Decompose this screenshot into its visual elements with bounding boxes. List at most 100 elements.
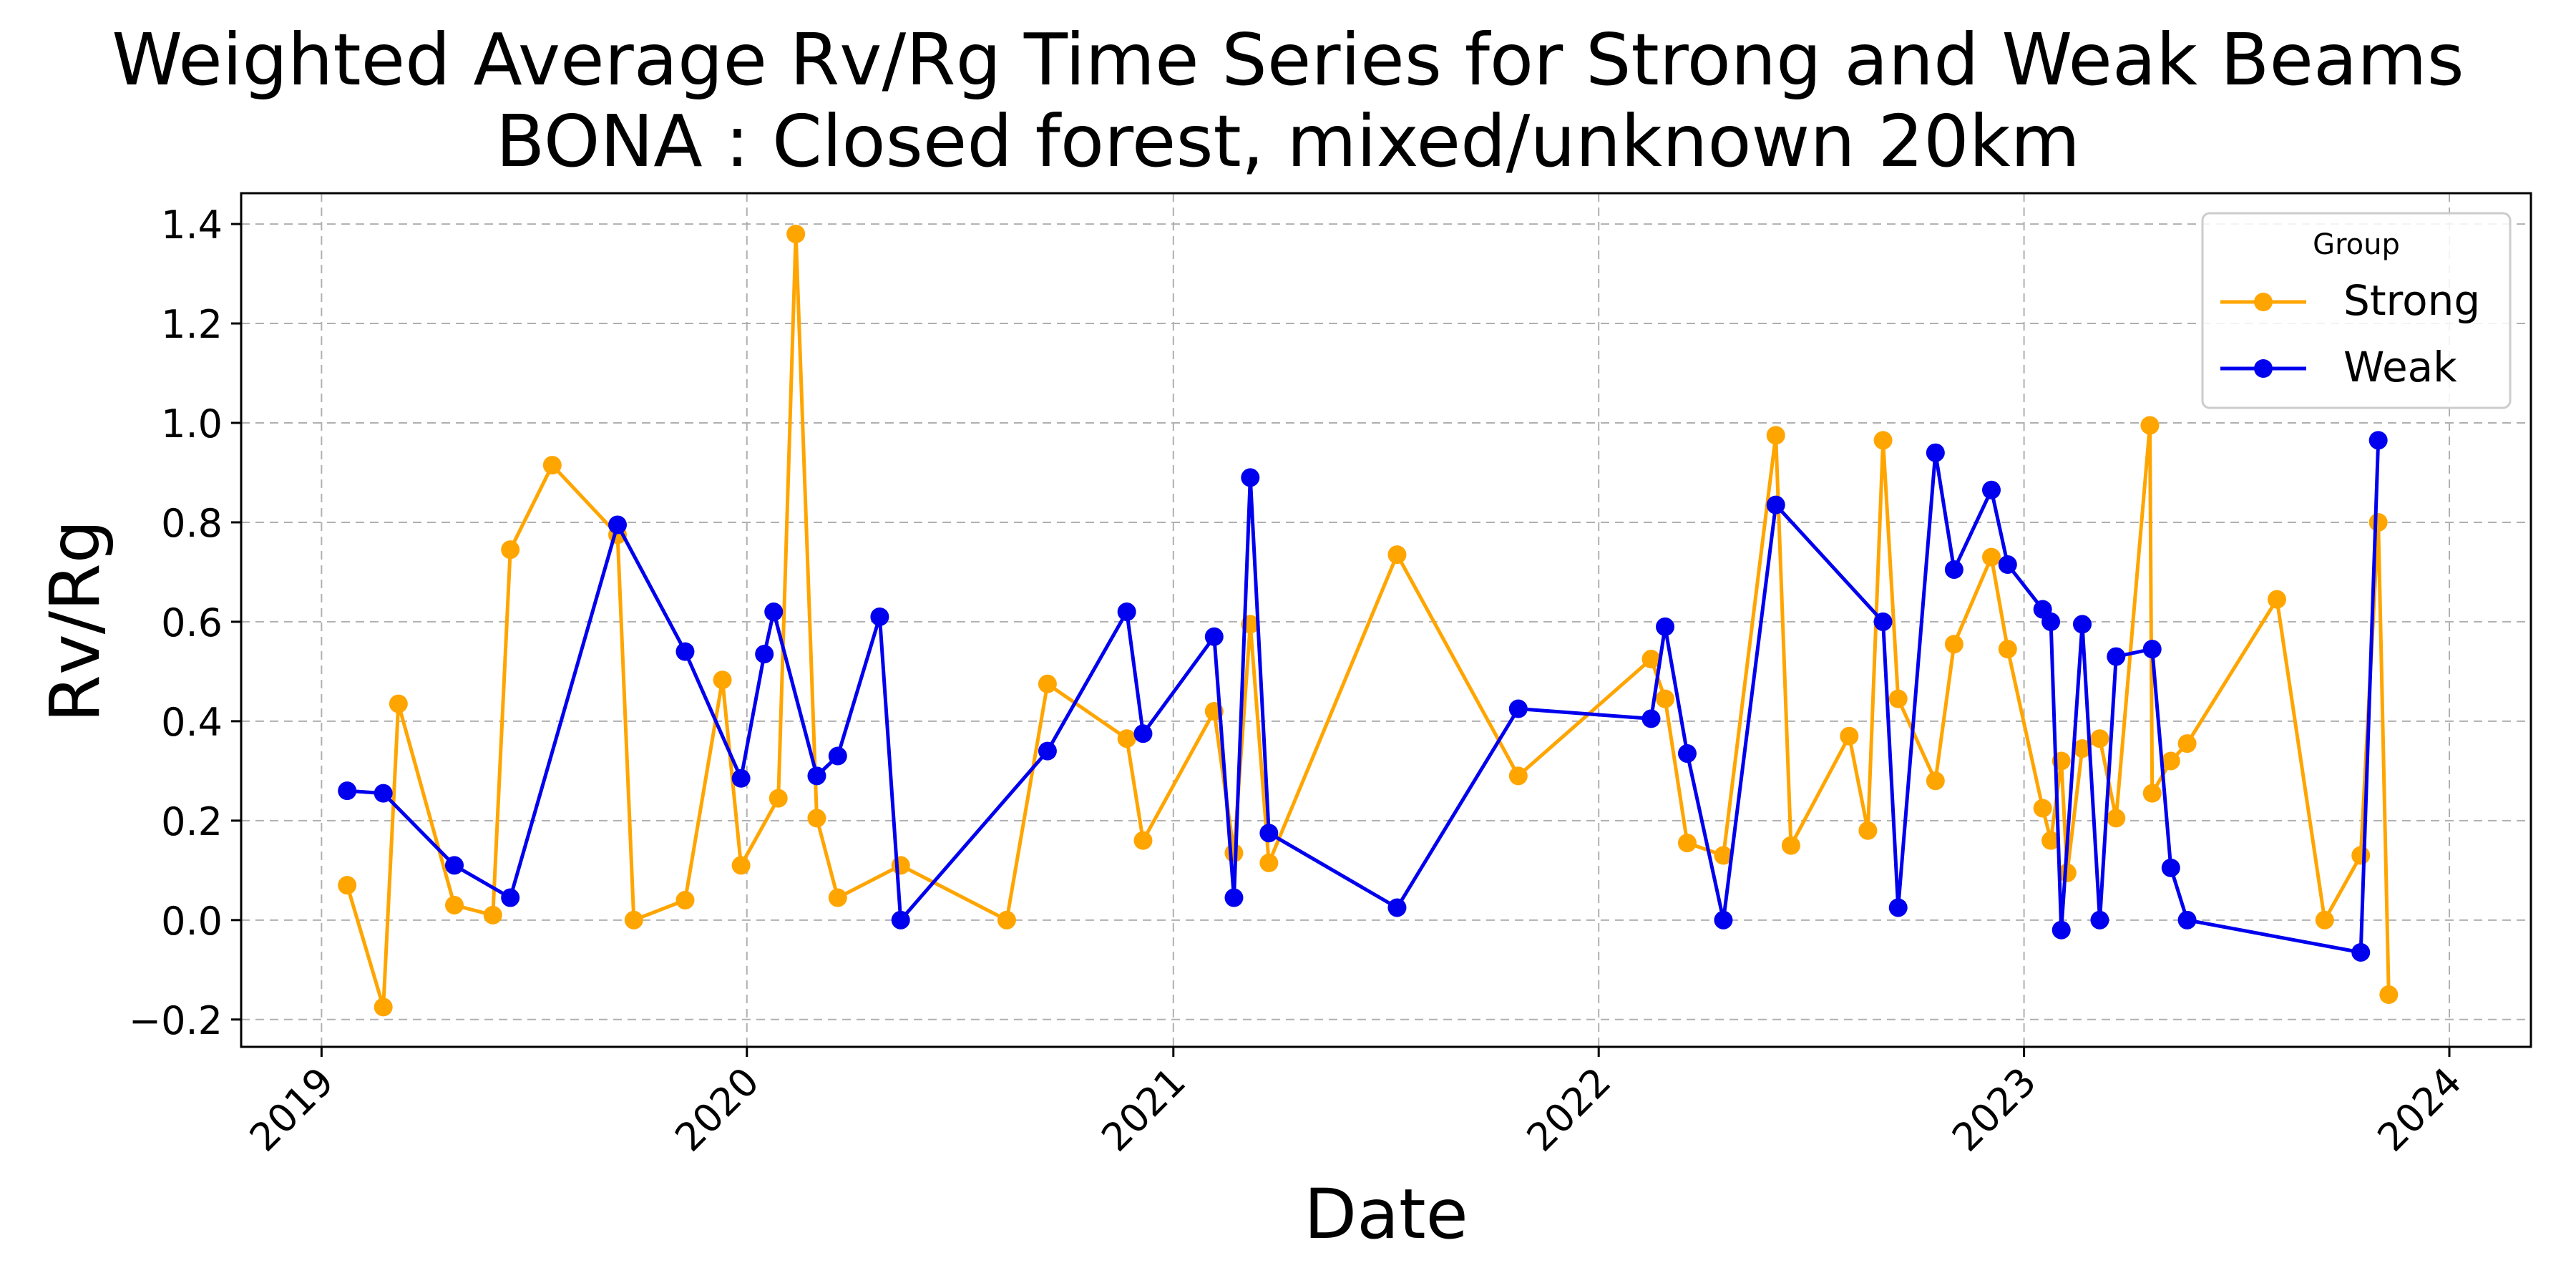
data-point-weak <box>608 515 628 535</box>
data-point-weak <box>1944 560 1963 579</box>
data-point-strong <box>2351 846 2371 865</box>
legend-weak-label: Weak <box>2343 343 2457 391</box>
plot-frame <box>240 192 2532 1048</box>
data-point-weak <box>2177 910 2197 930</box>
data-point-strong <box>769 789 788 808</box>
data-point-weak <box>445 856 464 875</box>
data-point-strong <box>624 910 643 930</box>
data-point-weak <box>374 784 393 803</box>
data-point-weak <box>828 746 847 766</box>
data-point-strong <box>807 809 826 828</box>
data-point-strong <box>997 910 1016 930</box>
data-point-weak <box>2161 858 2180 877</box>
data-point-strong <box>2140 416 2160 435</box>
data-point-strong <box>374 997 393 1017</box>
data-point-weak <box>1998 555 2017 575</box>
data-point-strong <box>1508 766 1528 786</box>
data-point-strong <box>1387 545 1407 565</box>
data-point-weak <box>1677 744 1697 763</box>
data-point-strong <box>501 540 520 560</box>
y-tick-label: 0.4 <box>161 700 223 745</box>
data-point-strong <box>1038 674 1057 693</box>
data-point-weak <box>2051 920 2071 940</box>
data-point-weak <box>1241 468 1260 487</box>
data-point-strong <box>2057 863 2077 882</box>
data-point-strong <box>1117 729 1136 748</box>
data-point-strong <box>483 905 502 924</box>
data-point-strong <box>1926 771 1945 791</box>
x-tick-label: 2020 <box>666 1059 768 1161</box>
data-point-weak <box>755 645 774 664</box>
data-point-strong <box>2177 734 2197 753</box>
y-tick-label: −0.2 <box>129 998 223 1043</box>
data-point-weak <box>1224 888 1244 907</box>
data-point-strong <box>1677 834 1697 853</box>
data-point-weak <box>1117 602 1136 622</box>
data-point-strong <box>2041 831 2061 850</box>
data-point-strong <box>542 456 562 475</box>
data-point-weak <box>1133 724 1153 743</box>
data-point-strong <box>2073 739 2092 758</box>
data-point-strong <box>2267 590 2286 609</box>
data-point-weak <box>1204 627 1224 646</box>
data-point-strong <box>2107 809 2126 828</box>
data-point-strong <box>1944 635 1963 654</box>
data-point-weak <box>1714 910 1733 930</box>
data-point-weak <box>870 607 889 626</box>
data-point-weak <box>1926 443 1945 462</box>
data-point-strong <box>2033 799 2052 818</box>
data-point-strong <box>2368 512 2388 532</box>
data-point-weak <box>2351 942 2371 962</box>
x-tick-label: 2019 <box>241 1059 343 1161</box>
data-point-strong <box>675 891 695 910</box>
y-tick-label: 0.2 <box>161 799 223 844</box>
data-point-weak <box>2107 647 2126 666</box>
data-point-weak <box>1656 617 1675 636</box>
data-point-strong <box>1259 853 1279 872</box>
data-point-weak <box>1038 741 1057 761</box>
data-point-weak <box>1982 480 2001 499</box>
data-point-weak <box>764 602 784 622</box>
legend-weak-marker <box>2254 359 2273 378</box>
data-point-strong <box>891 856 910 875</box>
data-point-strong <box>2142 784 2162 803</box>
data-point-strong <box>2315 910 2334 930</box>
legend: Group Strong Weak <box>2201 212 2512 409</box>
data-point-strong <box>1766 426 1785 445</box>
data-point-weak <box>501 888 520 907</box>
data-point-weak <box>1766 495 1785 514</box>
data-point-strong <box>1982 547 2001 567</box>
data-point-strong <box>786 224 806 243</box>
data-point-weak <box>1641 709 1661 728</box>
axes: 1.4 1.2 1.0 0.8 0.6 0.4 0.2 0.0 −0.2 2019 2020 2021… <box>129 203 2470 1160</box>
data-point-strong <box>1133 831 1153 850</box>
data-point-weak <box>1873 612 1893 631</box>
data-point-strong <box>389 694 408 713</box>
y-tick-label: 0.8 <box>161 501 223 546</box>
x-tick-label: 2022 <box>1518 1059 1620 1161</box>
data-point-strong <box>445 895 464 914</box>
data-point-weak <box>675 642 695 661</box>
x-axis-label: Date <box>1304 1174 1468 1254</box>
data-point-weak <box>2090 910 2109 930</box>
data-point-strong <box>1781 836 1800 855</box>
x-tick-label: 2024 <box>2368 1059 2470 1161</box>
y-tick-label: 0.6 <box>161 600 223 645</box>
data-series <box>338 224 2399 1017</box>
legend-strong-label: Strong <box>2343 276 2480 325</box>
data-point-weak <box>1508 699 1528 718</box>
data-point-weak <box>2041 612 2061 631</box>
x-tick-label: 2021 <box>1093 1059 1194 1161</box>
data-point-weak <box>891 910 910 930</box>
data-point-strong <box>1641 650 1661 669</box>
data-point-weak <box>1888 898 1908 917</box>
data-point-weak <box>807 766 826 786</box>
data-point-strong <box>338 876 357 895</box>
data-point-strong <box>2379 985 2399 1005</box>
data-point-weak <box>2368 431 2388 450</box>
data-point-strong <box>1858 821 1878 840</box>
y-axis-label: Rv/Rg <box>35 519 115 723</box>
data-point-weak <box>1259 824 1279 843</box>
data-point-strong <box>2161 751 2180 771</box>
